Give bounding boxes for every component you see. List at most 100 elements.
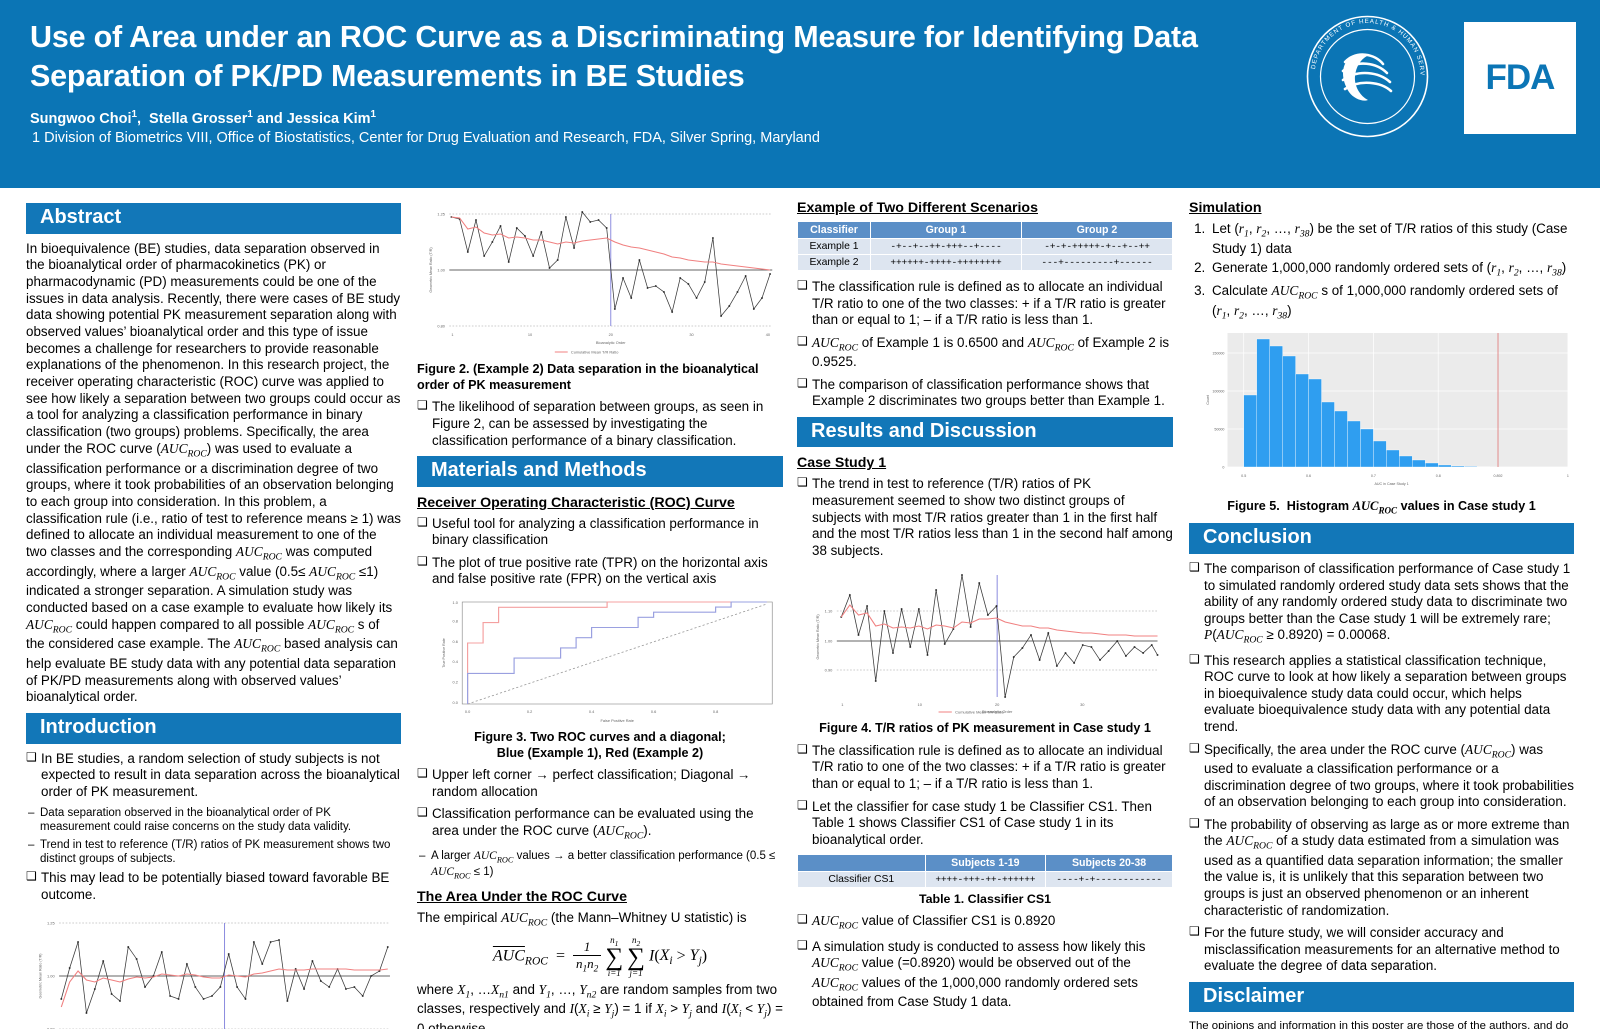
svg-text:True Positive Rate: True Positive Rate	[442, 638, 446, 667]
svg-text:1.00: 1.00	[437, 269, 445, 273]
list-item: The classification rule is defined as to…	[797, 742, 1173, 793]
svg-text:0: 0	[1222, 465, 1224, 469]
svg-text:0.2: 0.2	[453, 681, 458, 685]
figure-3-caption-line1: Figure 3. Two ROC curves and a diagonal;	[474, 729, 726, 744]
list-item: The likelihood of separation between gro…	[417, 398, 783, 449]
subheading-scenarios: Example of Two Different Scenarios	[797, 200, 1038, 216]
list-item: The plot of true positive rate (TPR) on …	[417, 554, 783, 588]
svg-text:0.6: 0.6	[651, 710, 656, 714]
svg-text:1: 1	[841, 703, 843, 707]
section-heading-introduction: Introduction	[26, 713, 401, 744]
svg-text:1: 1	[451, 333, 453, 337]
results-bullet-1: The trend in test to reference (T/R) rat…	[797, 475, 1173, 559]
column-header-group2: Group 2	[1020, 221, 1174, 239]
svg-text:20: 20	[609, 333, 613, 337]
svg-text:0.0: 0.0	[465, 710, 470, 714]
figure-4-caption: Figure 4. T/R ratios of PK measurement i…	[819, 721, 1151, 736]
svg-text:0.4: 0.4	[589, 710, 594, 714]
section-heading-disclaimer: Disclaimer	[1189, 981, 1574, 1013]
svg-text:Geometric Mean Ratio (T/R): Geometric Mean Ratio (T/R)	[816, 614, 820, 660]
figure-3-caption-line2: Blue (Example 1), Red (Example 2)	[496, 745, 704, 760]
list-item: The comparison of classification perform…	[1189, 560, 1574, 647]
table-header-row: Subjects 1-19 Subjects 20-38	[797, 854, 1173, 873]
auc-example-2-value: 0.9525	[812, 354, 853, 370]
figure-2-note: The likelihood of separation between gro…	[417, 398, 783, 449]
auc-formula: AUCROC = 1 n1n2 n1 ∑ i=1 n2 ∑ j=1 I(Xi > Yj)	[492, 935, 708, 978]
svg-text:0.4: 0.4	[453, 660, 458, 664]
svg-text:0.5: 0.5	[1241, 474, 1246, 478]
svg-text:False Positive Rate: False Positive Rate	[601, 719, 634, 723]
list-item: AUCROC value of Classifier CS1 is 0.8920	[797, 912, 1173, 933]
list-item: A larger AUCROC values → a better classi…	[417, 849, 783, 882]
figure-1-chart: 1.25 1.00 0.80 Geometric Mean Ratio (T/R…	[26, 909, 401, 1029]
svg-text:1.10: 1.10	[825, 610, 833, 614]
list-item: In BE studies, a random selection of stu…	[26, 750, 401, 801]
svg-text:10: 10	[918, 703, 922, 707]
svg-text:0.80: 0.80	[437, 325, 445, 329]
list-item: Let (r1, r2, …, r38) be the set of T/R r…	[1209, 221, 1574, 257]
svg-text:0.2: 0.2	[527, 710, 532, 714]
svg-text:0.8: 0.8	[713, 710, 718, 714]
methods-bullets-1: Useful tool for analyzing a classificati…	[417, 515, 783, 588]
svg-text:Geometric Mean Ratio (T/R): Geometric Mean Ratio (T/R)	[38, 953, 42, 999]
introduction-subbullets: Data separation observed in the bioanaly…	[26, 806, 401, 866]
simulation-steps: Let (r1, r2, …, r38) be the set of T/R r…	[1209, 221, 1574, 323]
conclusion-bullets: The comparison of classification perform…	[1189, 560, 1574, 975]
list-item: The classification rule is defined as to…	[797, 278, 1173, 329]
section-heading-abstract: Abstract	[26, 203, 401, 234]
column-1: Abstract In bioequivalence (BE) studies,…	[12, 196, 409, 1029]
row-label-classifier-cs1: Classifier CS1	[797, 871, 926, 889]
table-row: Example 1 -+--+--++-+++--+---- -+-+-++++…	[797, 238, 1174, 255]
svg-text:0.892: 0.892	[1493, 474, 1502, 478]
fda-logo: FDA	[1464, 22, 1576, 134]
subheading-simulation: Simulation	[1189, 200, 1262, 216]
table-header-row: Classifier Group 1 Group 2	[797, 221, 1174, 239]
list-item: Specifically, the area under the ROC cur…	[1189, 741, 1574, 811]
list-item: A simulation study is conducted to asses…	[797, 938, 1173, 1011]
subheading-roc-curve: Receiver Operating Characteristic (ROC) …	[417, 494, 735, 511]
list-item: Trend in test to reference (T/R) ratios …	[26, 838, 401, 866]
svg-text:0.90: 0.90	[825, 669, 833, 673]
list-item: This research applies a statistical clas…	[1189, 652, 1574, 736]
figure-3-caption: Figure 3. Two ROC curves and a diagonal;…	[417, 730, 783, 761]
list-item: Calculate AUCROC s of 1,000,000 randomly…	[1209, 283, 1574, 322]
subheading-area-under-roc: The Area Under the ROC Curve	[417, 889, 627, 906]
list-item: Classification performance can be evalua…	[417, 805, 783, 842]
row-group2-sequence: -+-+-+++++-+--+--++	[1020, 238, 1174, 255]
svg-text:1.25: 1.25	[47, 922, 55, 926]
svg-text:50000: 50000	[1214, 427, 1224, 431]
scenarios-bullets: The classification rule is defined as to…	[797, 278, 1173, 410]
list-item: Let the classifier for case study 1 be C…	[797, 798, 1173, 849]
section-heading-methods: Materials and Methods	[417, 456, 783, 487]
svg-text:Bioanalytic Order: Bioanalytic Order	[982, 710, 1013, 714]
svg-text:1.00: 1.00	[825, 640, 833, 644]
figure-2-caption: Figure 2. (Example 2) Data separation in…	[417, 362, 759, 392]
figure-5-chart: 0 50000 100000 150000 Count 0.5 0.6 0.7 …	[1189, 326, 1574, 495]
svg-text:1.25: 1.25	[437, 213, 445, 217]
list-item: Data separation observed in the bioanaly…	[26, 806, 401, 834]
svg-text:0.7: 0.7	[1371, 474, 1376, 478]
hhs-seal-logo: DEPARTMENT OF HEALTH & HUMAN SERVICES-US…	[1302, 9, 1430, 139]
svg-text:30: 30	[689, 333, 693, 337]
svg-text:Cumulative Mean T/R Ratio: Cumulative Mean T/R Ratio	[955, 711, 1004, 715]
list-item: For the future study, we will consider a…	[1189, 924, 1574, 975]
svg-text:0.6: 0.6	[453, 640, 458, 644]
svg-text:1.0: 1.0	[453, 601, 458, 605]
svg-text:0.0: 0.0	[453, 701, 458, 705]
subheading-case-study-1: Case Study 1	[797, 455, 887, 472]
svg-text:0.8: 0.8	[453, 619, 458, 623]
figure-4-chart: 1.10 1.00 0.90 Geometric Mean Ratio (T/R…	[797, 565, 1173, 718]
svg-text:Cumulative Mean T/R Ratio: Cumulative Mean T/R Ratio	[571, 351, 618, 355]
column-header-subjects-20-38: Subjects 20-38	[1045, 854, 1173, 873]
column-header-group1: Group 1	[870, 221, 1022, 239]
introduction-bullets: In BE studies, a random selection of stu…	[26, 750, 401, 801]
column-2: 1.25 1.00 0.80 Geometric Mean Ratio (T/R…	[409, 196, 789, 1029]
figure-2-chart: 1.25 1.00 0.80 Geometric Mean Ratio (T/R…	[417, 198, 783, 358]
disclaimer-body: The opinions and information in this pos…	[1189, 1020, 1569, 1029]
auc-cs1-value: 0.8920	[1014, 913, 1056, 929]
figure-5-caption: Figure 5. Histogram AUCROC values in Cas…	[1227, 498, 1536, 516]
section-heading-conclusion: Conclusion	[1189, 523, 1574, 555]
svg-text:Count: Count	[1206, 395, 1210, 405]
formula-lead-text: The empirical AUCROC (the Mann–Whitney U…	[417, 910, 747, 930]
